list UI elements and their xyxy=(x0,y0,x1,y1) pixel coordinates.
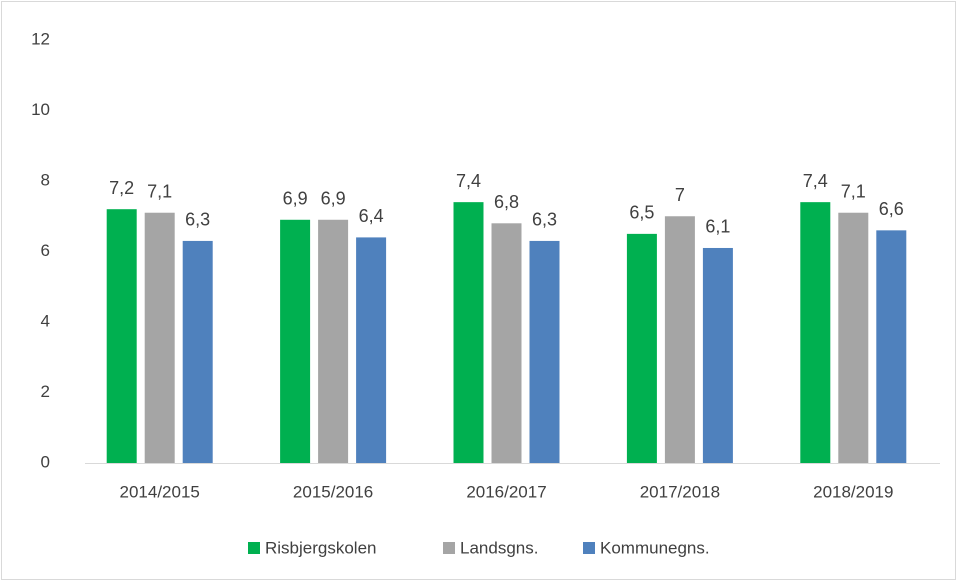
y-tick-label: 10 xyxy=(31,100,50,119)
bar xyxy=(664,216,695,463)
y-tick-label: 4 xyxy=(41,311,50,330)
bar xyxy=(876,230,907,463)
bar xyxy=(491,223,522,463)
bar xyxy=(318,219,349,463)
data-label: 7,1 xyxy=(841,181,866,201)
bar xyxy=(144,212,175,463)
bar xyxy=(106,209,137,463)
data-label: 6,4 xyxy=(359,206,384,226)
data-label: 6,6 xyxy=(879,199,904,219)
y-tick-label: 8 xyxy=(41,170,50,189)
x-tick-label: 2016/2017 xyxy=(466,482,546,501)
x-tick-label: 2015/2016 xyxy=(293,482,373,501)
bar xyxy=(529,240,560,463)
data-label: 6,9 xyxy=(321,189,346,209)
y-tick-label: 12 xyxy=(31,29,50,48)
y-tick-label: 2 xyxy=(41,382,50,401)
bar xyxy=(838,212,869,463)
data-label: 6,9 xyxy=(283,189,308,209)
legend-swatch xyxy=(248,542,260,554)
x-tick-label: 2014/2015 xyxy=(120,482,200,501)
data-label: 7,2 xyxy=(109,178,134,198)
data-label: 6,1 xyxy=(705,217,730,237)
data-label: 7,4 xyxy=(456,171,481,191)
data-label: 6,3 xyxy=(532,210,557,230)
bar xyxy=(280,219,311,463)
x-tick-label: 2017/2018 xyxy=(640,482,720,501)
data-label: 7,1 xyxy=(147,181,172,201)
bar xyxy=(800,202,831,463)
data-label: 7 xyxy=(675,185,685,205)
legend-label: Landsgns. xyxy=(460,538,538,557)
legend-swatch xyxy=(443,542,455,554)
data-label: 6,8 xyxy=(494,192,519,212)
bar xyxy=(702,247,733,463)
data-label: 7,4 xyxy=(803,171,828,191)
y-tick-label: 6 xyxy=(41,241,50,260)
y-tick-label: 0 xyxy=(41,452,50,471)
data-label: 6,3 xyxy=(185,210,210,230)
data-label: 6,5 xyxy=(629,203,654,223)
bar xyxy=(356,237,387,463)
bar xyxy=(626,233,657,463)
bar xyxy=(182,240,213,463)
legend-label: Risbjergskolen xyxy=(265,538,377,557)
legend-label: Kommunegns. xyxy=(600,538,710,557)
bar xyxy=(453,202,484,463)
legend-swatch xyxy=(583,542,595,554)
x-tick-label: 2018/2019 xyxy=(813,482,893,501)
